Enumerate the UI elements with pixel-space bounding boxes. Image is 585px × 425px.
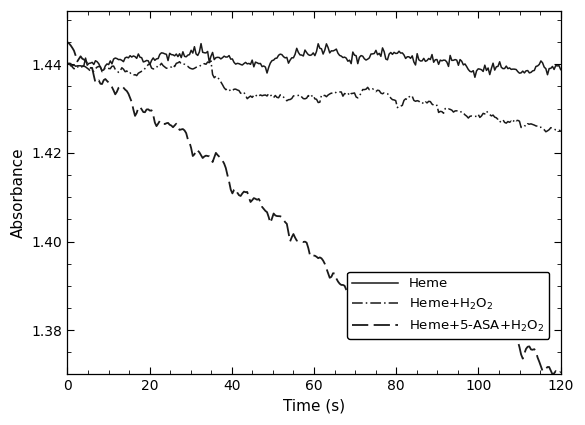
Heme (514, 69, 521, 74)
Heme+H$_2$O$_2$ (359, 87, 366, 92)
Heme+5-ASA+H$_2$O$_2$ (549, 372, 556, 377)
Heme+5-ASA+H$_2$O$_2$ (64, 40, 71, 45)
Heme+H$_2$O$_2$ (557, 128, 564, 133)
Heme+H$_2$O$_2$ (64, 62, 71, 67)
Heme+5-ASA+H$_2$O$_2$ (356, 289, 363, 294)
Heme+H$_2$O$_2$ (512, 118, 519, 123)
Heme (483, 68, 490, 73)
Heme+H$_2$O$_2$ (208, 58, 215, 63)
Heme+5-ASA+H$_2$O$_2$ (366, 296, 373, 301)
Line: Heme+5-ASA+H$_2$O$_2$: Heme+5-ASA+H$_2$O$_2$ (67, 42, 560, 374)
Heme+5-ASA+H$_2$O$_2$ (480, 320, 487, 326)
Heme (359, 54, 366, 59)
Heme (357, 53, 364, 58)
Heme (198, 41, 205, 46)
Heme+H$_2$O$_2$ (542, 129, 549, 134)
Heme+5-ASA+H$_2$O$_2$ (357, 291, 364, 296)
Heme+5-ASA+H$_2$O$_2$ (557, 369, 564, 374)
Heme (557, 67, 564, 72)
Heme+5-ASA+H$_2$O$_2$ (66, 41, 73, 46)
X-axis label: Time (s): Time (s) (283, 399, 345, 414)
Heme (64, 62, 71, 67)
Line: Heme: Heme (67, 44, 560, 77)
Heme+H$_2$O$_2$ (481, 111, 488, 116)
Heme+5-ASA+H$_2$O$_2$ (511, 329, 518, 334)
Heme (472, 75, 479, 80)
Line: Heme+H$_2$O$_2$: Heme+H$_2$O$_2$ (67, 61, 560, 132)
Heme (367, 51, 374, 57)
Legend: Heme, Heme+H$_2$O$_2$, Heme+5-ASA+H$_2$O$_2$: Heme, Heme+H$_2$O$_2$, Heme+5-ASA+H$_2$O… (347, 272, 549, 339)
Heme+H$_2$O$_2$ (357, 91, 364, 96)
Heme+H$_2$O$_2$ (66, 62, 73, 67)
Y-axis label: Absorbance: Absorbance (11, 147, 26, 238)
Heme+H$_2$O$_2$ (367, 88, 374, 93)
Heme (66, 60, 73, 65)
